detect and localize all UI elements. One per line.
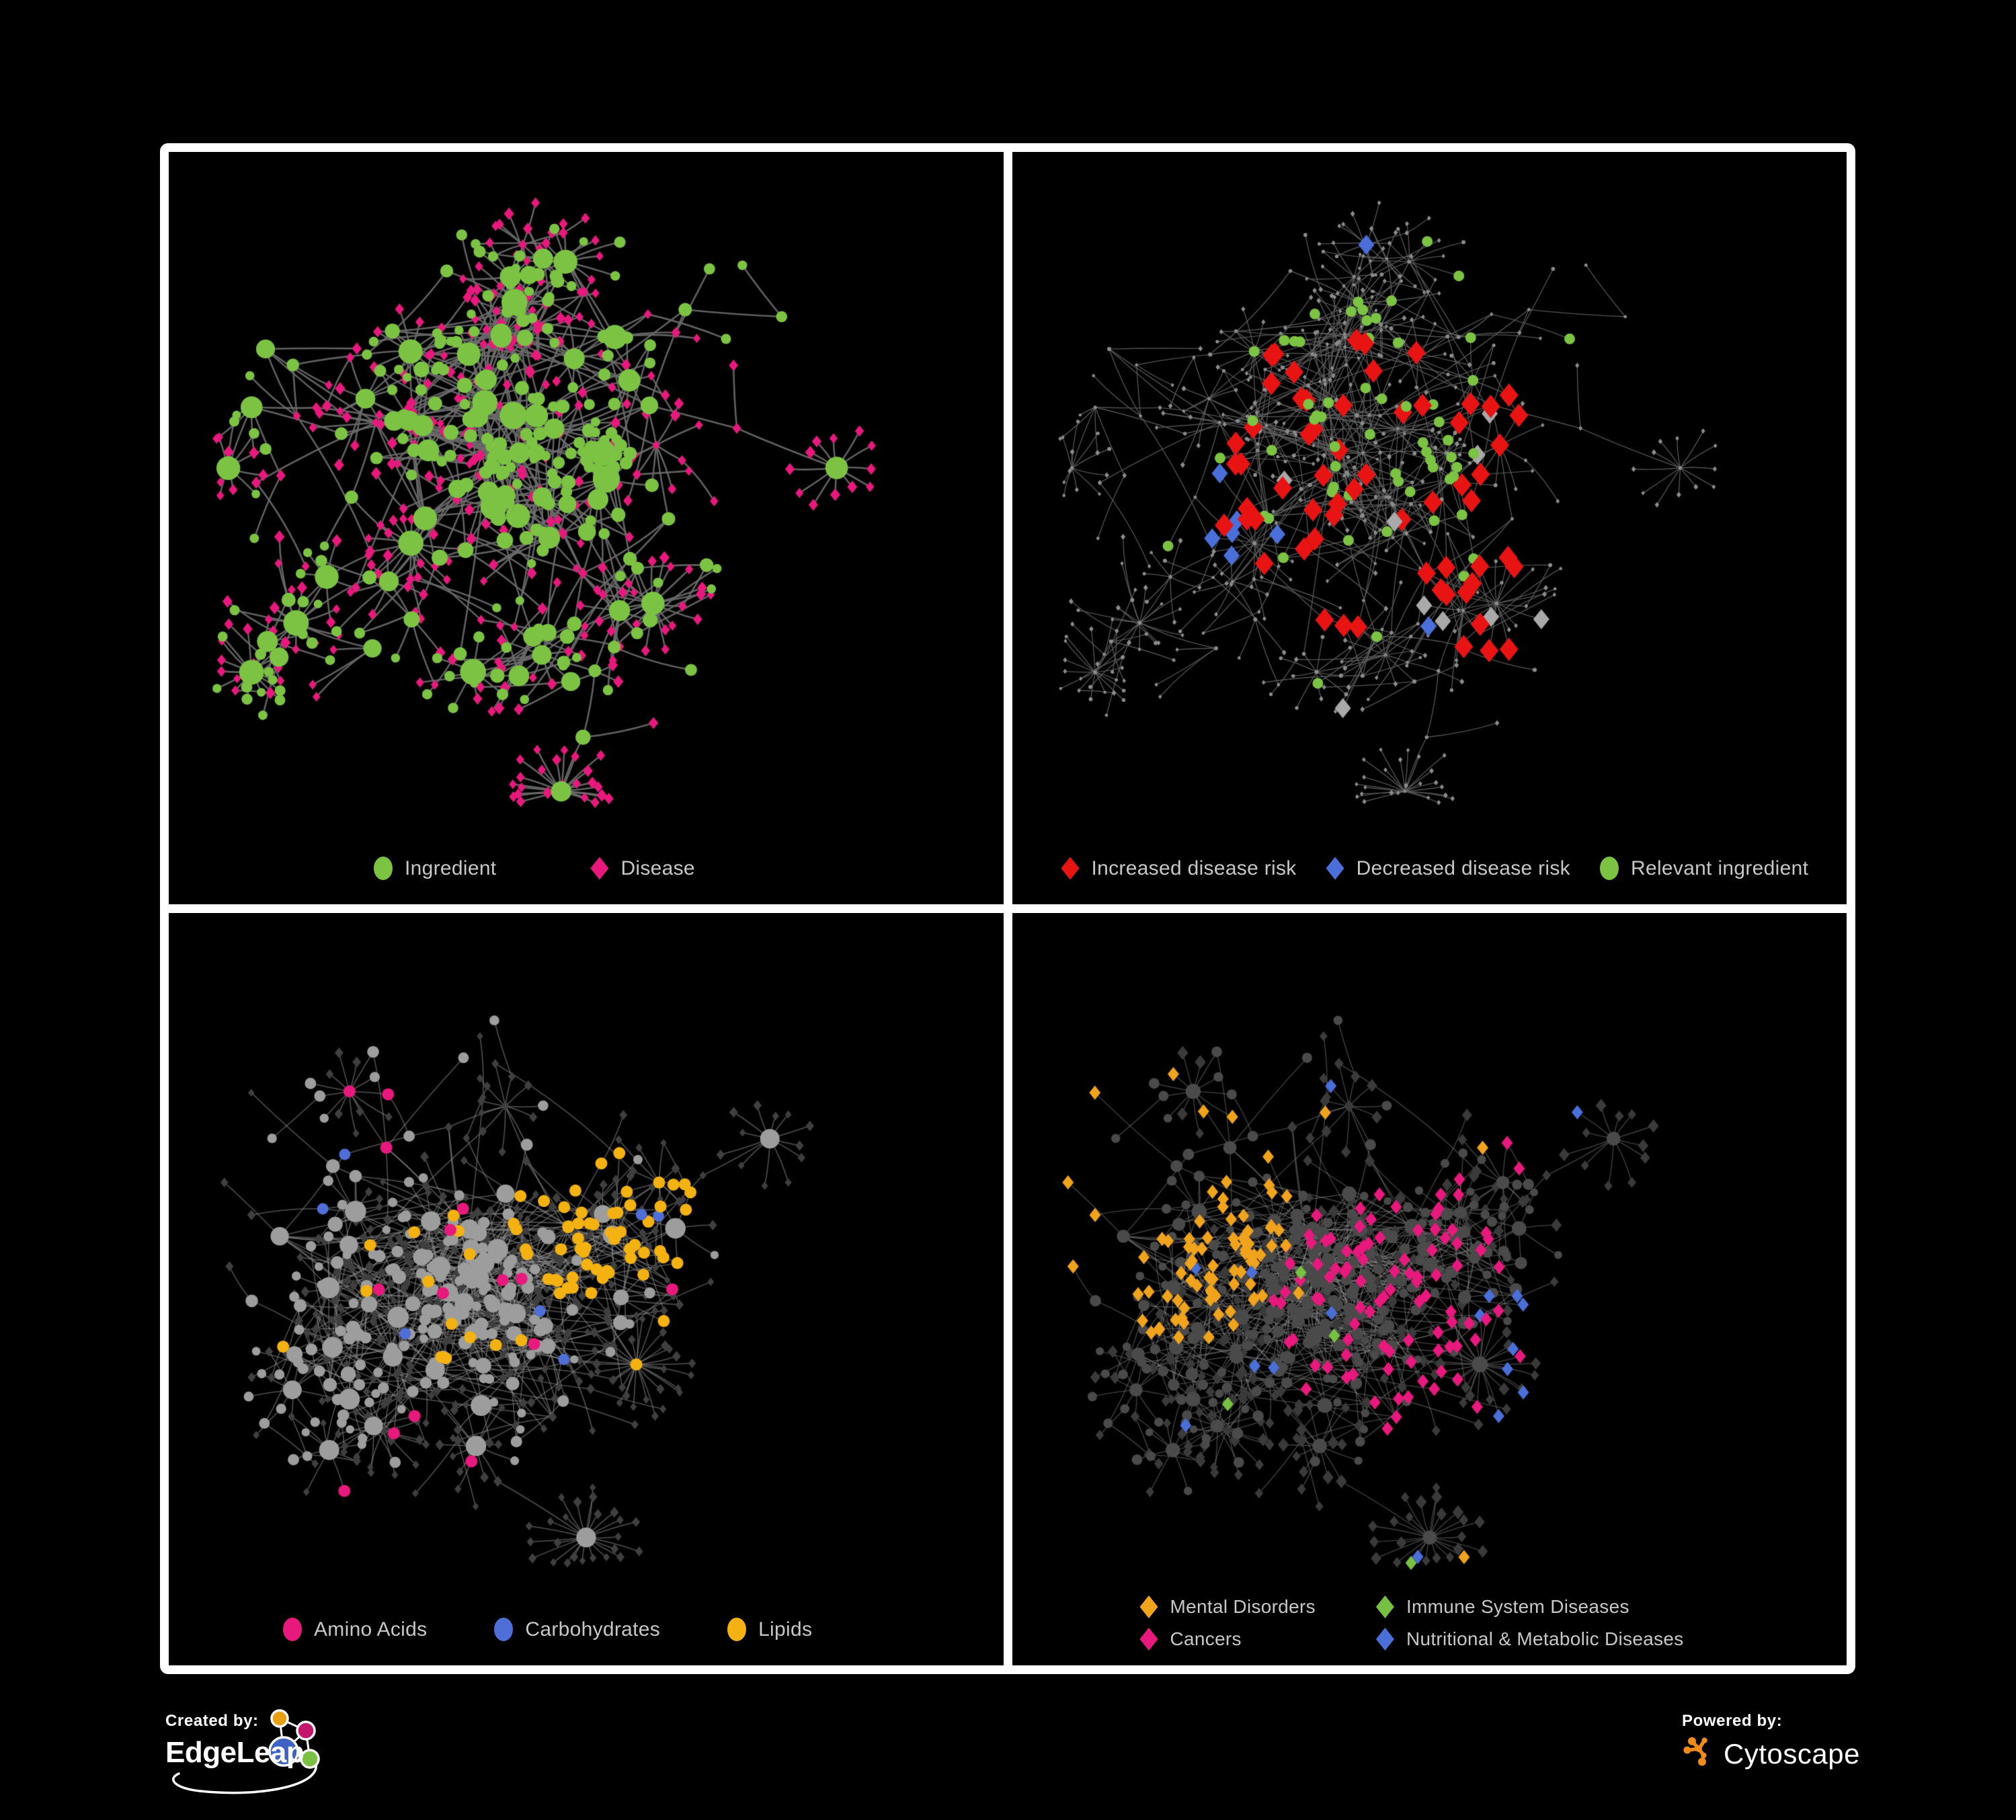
legend-label: Mental Disorders [1170,1596,1316,1617]
edgeleap-node-blue [268,1736,299,1767]
circle-legend-marker [727,1618,747,1641]
diamond-legend-marker [1139,1595,1158,1618]
edgeleap-swoosh [172,1759,317,1794]
circle-legend-marker [283,1618,302,1641]
legend-label: Nutritional & Metabolic Diseases [1406,1628,1684,1649]
disease-classes-panel: Mental Disorders Immune System Diseases Ca… [1012,913,1847,1665]
diamond-legend-marker [1061,857,1080,880]
edgeleap-node-yellow [270,1709,289,1728]
legend-item-immune-system-diseases: Immune System Diseases [1375,1595,1684,1618]
created-by-label: Created by: [165,1712,259,1730]
edgeleap-node-green [300,1749,320,1769]
diamond-legend-marker [1139,1628,1158,1651]
legend-item-mental-disorders: Mental Disorders [1139,1595,1316,1618]
diamond-legend-marker [1375,1595,1394,1618]
created-by-brand: Created by: EdgeLeap [161,1709,383,1813]
circle-legend-marker [494,1618,514,1641]
legend-label: Carbohydrates [525,1618,661,1640]
legend-label: Lipids [758,1618,813,1640]
cytoscape-wordmark: Cytoscape [1724,1738,1860,1770]
legend-item-decreased-disease-risk: Decreased disease risk [1326,857,1570,880]
edgeleap-node-magenta [296,1720,316,1741]
legend-item-ingredient: Ingredient [374,857,496,880]
legend-label: Amino Acids [314,1618,428,1640]
legend-item-amino-acids: Amino Acids [283,1618,427,1641]
disease-classes-legend: Mental Disorders Immune System Diseases Ca… [1012,1595,1847,1651]
legend-label: Increased disease risk [1091,857,1297,879]
disease-classes-network-canvas [1012,913,1847,1665]
cytoscape-logo-icon [1683,1737,1707,1766]
nutrient-classes-panel: Amino Acids Carbohydrates Lipids [169,913,1004,1665]
ingredient-disease-network-canvas [169,152,1004,904]
disease-risk-panel: Increased disease risk Decreased disease … [1012,152,1847,904]
diamond-legend-marker [590,857,609,880]
disease-risk-legend: Increased disease risk Decreased disease … [1012,857,1847,880]
legend-item-cancers: Cancers [1139,1628,1316,1651]
legend-item-carbohydrates: Carbohydrates [494,1618,660,1641]
legend-label: Ingredient [405,857,497,879]
circle-legend-marker [1600,857,1619,880]
powered-by-brand: Powered by: Cytosc [1682,1712,1870,1792]
powered-by-label: Powered by: [1682,1712,1783,1730]
nutrient-classes-legend: Amino Acids Carbohydrates Lipids [169,1618,1004,1641]
legend-item-disease: Disease [590,857,695,880]
legend-item-relevant-ingredient: Relevant ingredient [1600,857,1808,880]
legend-label: Decreased disease risk [1356,857,1570,879]
diamond-legend-marker [1375,1628,1394,1651]
circle-legend-marker [374,857,393,880]
edgeleap-wordmark: EdgeLeap [165,1736,305,1769]
panel-grid: Ingredient Disease Increased disease risk… [160,143,1855,1674]
legend-item-increased-disease-risk: Increased disease risk [1061,857,1297,880]
disease-risk-network-canvas [1012,152,1847,904]
ingredient-disease-panel: Ingredient Disease [169,152,1004,904]
nutrient-classes-network-canvas [169,913,1004,1665]
diamond-legend-marker [1326,857,1344,880]
ingredient-disease-legend: Ingredient Disease [169,857,1004,880]
legend-label: Relevant ingredient [1631,857,1809,879]
legend-label: Immune System Diseases [1406,1596,1629,1617]
legend-item-nutritional-metabolic-diseases: Nutritional & Metabolic Diseases [1375,1628,1684,1651]
legend-label: Disease [620,857,695,879]
legend-item-lipids: Lipids [727,1618,812,1641]
edgeleap-logo-icon [172,1709,320,1794]
legend-label: Cancers [1170,1628,1242,1649]
